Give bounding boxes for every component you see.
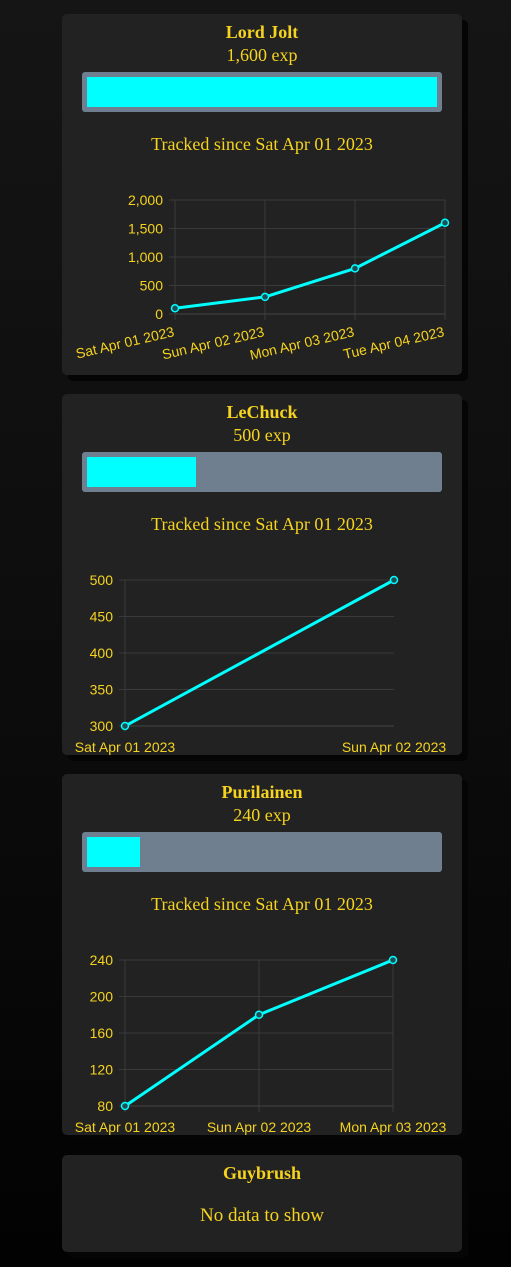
y-tick-label: 400: [90, 645, 114, 661]
exp-line-chart: 80 120 160 200 240 Sat Apr 01 2023 Sun Apr 02 …: [75, 952, 447, 1135]
x-tick-label: Sat Apr 01 2023: [75, 1119, 176, 1135]
exp-progress-bar: [82, 72, 442, 112]
exp-progress-fill: [87, 837, 140, 867]
x-tick-label: Tue Apr 04 2023: [342, 323, 446, 362]
x-tick-label: Sat Apr 01 2023: [75, 739, 176, 755]
data-point[interactable]: [389, 575, 399, 585]
x-tick-label: Sun Apr 02 2023: [207, 1119, 312, 1135]
exp-progress-bar: [82, 452, 442, 492]
x-tick-label: Sun Apr 02 2023: [342, 739, 447, 755]
series-line: [124, 578, 395, 728]
x-tick-label: Mon Apr 03 2023: [340, 1119, 447, 1135]
y-tick-label: 0: [155, 306, 163, 322]
data-point[interactable]: [440, 218, 450, 228]
y-tick-label: 120: [90, 1062, 114, 1078]
tracked-since: Tracked since Sat Apr 01 2023: [151, 894, 373, 914]
player-card: LeChuck 500 exp Tracked since Sat Apr 01…: [62, 394, 462, 755]
data-point[interactable]: [120, 721, 130, 731]
x-tick-label: Sat Apr 01 2023: [74, 323, 176, 361]
player-name: Lord Jolt: [225, 22, 299, 42]
player-card: Lord Jolt 1,600 exp Tracked since Sat Ap…: [62, 14, 462, 375]
player-exp: 240 exp: [233, 805, 291, 825]
y-tick-label: 1,500: [128, 221, 163, 237]
y-tick-label: 350: [90, 682, 114, 698]
data-point[interactable]: [254, 1010, 264, 1019]
y-tick-label: 1,000: [128, 249, 163, 265]
player-name: Guybrush: [222, 1163, 302, 1183]
y-tick-label: 160: [90, 1025, 114, 1041]
y-tick-label: 500: [90, 572, 114, 588]
y-tick-label: 300: [90, 718, 114, 734]
y-tick-label: 80: [97, 1098, 113, 1114]
player-exp: 1,600 exp: [226, 45, 298, 65]
player-exp: 500 exp: [233, 425, 291, 445]
exp-line-chart: 300 350 400 450 500 Sat Apr 01 2023 Sun Apr 02…: [75, 572, 447, 755]
exp-progress-fill: [87, 457, 196, 487]
y-tick-label: 500: [140, 278, 164, 294]
player-card: Guybrush No data to show: [62, 1155, 462, 1252]
tracked-since: Tracked since Sat Apr 01 2023: [151, 514, 373, 534]
exp-progress-bar: [82, 832, 442, 872]
data-point[interactable]: [350, 264, 360, 273]
tracked-since: Tracked since Sat Apr 01 2023: [151, 134, 373, 154]
y-tick-label: 240: [90, 952, 114, 968]
exp-progress-fill: [87, 77, 437, 107]
y-tick-label: 200: [90, 989, 114, 1005]
y-tick-label: 2,000: [128, 192, 163, 208]
player-card: Purilainen 240 exp Tracked since Sat Apr…: [62, 774, 462, 1135]
data-point[interactable]: [260, 292, 270, 302]
data-point[interactable]: [120, 1101, 130, 1111]
data-point[interactable]: [170, 304, 180, 313]
data-point[interactable]: [388, 955, 398, 965]
no-data-message: No data to show: [199, 1205, 324, 1226]
series-line: [174, 221, 446, 310]
x-tick-label: Mon Apr 03 2023: [248, 323, 356, 363]
y-tick-label: 450: [90, 609, 114, 625]
player-name: Purilainen: [221, 782, 303, 802]
player-name: LeChuck: [226, 402, 298, 422]
